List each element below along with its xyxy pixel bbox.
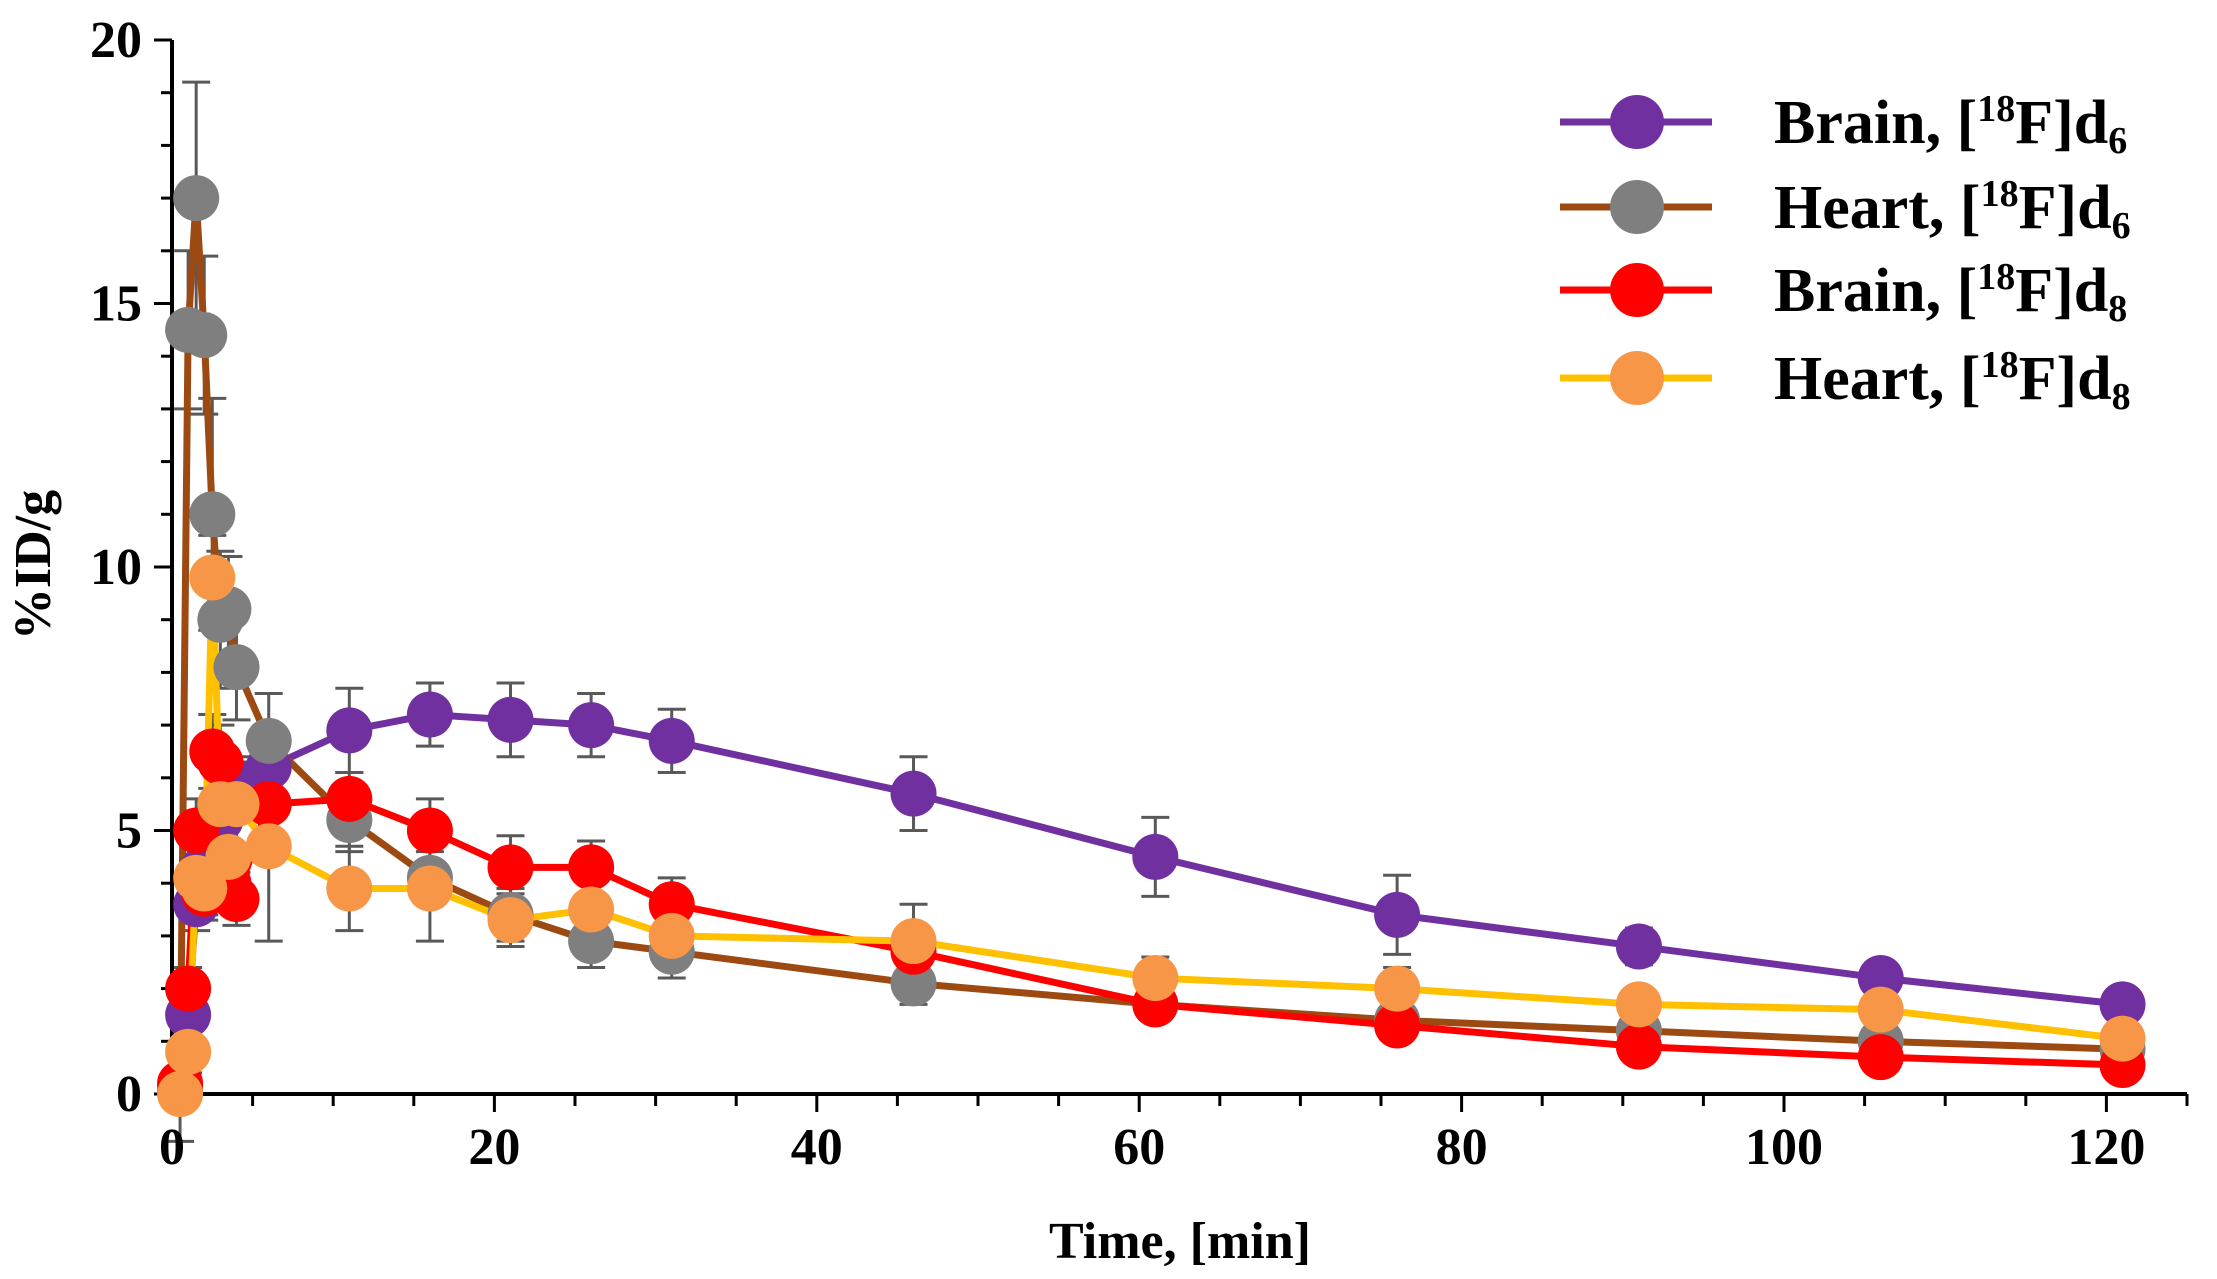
data-point xyxy=(1132,833,1179,880)
data-point xyxy=(406,865,453,912)
data-point xyxy=(213,781,260,828)
tick-labels: 0 20 40 60 80 100 120 0 5 10 15 20 xyxy=(90,12,2145,1176)
data-point xyxy=(157,1071,204,1117)
legend-item-0: Brain, [18F]d6 xyxy=(1560,88,2127,162)
y-tick-label: 5 xyxy=(116,803,142,860)
data-point xyxy=(648,912,695,959)
data-point xyxy=(245,823,292,870)
data-point xyxy=(648,717,695,764)
legend-item-1: Heart, [18F]d6 xyxy=(1560,173,2131,247)
legend-marker xyxy=(1610,263,1664,317)
data-point xyxy=(197,738,244,785)
data-point xyxy=(181,312,228,359)
data-point xyxy=(487,696,534,743)
legend-item-3: Heart, [18F]d8 xyxy=(1560,344,2131,418)
series-line-1 xyxy=(176,194,2123,1089)
data-point xyxy=(406,691,453,738)
y-axis-title: %ID/g xyxy=(5,490,62,640)
data-point xyxy=(406,807,453,854)
x-tick-label: 120 xyxy=(2067,1119,2145,1176)
legend-marker xyxy=(1610,95,1664,149)
x-tick-label: 20 xyxy=(468,1119,520,1176)
data-point xyxy=(173,175,220,222)
y-tick-label: 20 xyxy=(90,12,142,69)
axes xyxy=(154,38,2189,1112)
data-point xyxy=(213,644,260,691)
series-line-2 xyxy=(176,747,2123,1084)
legend-label: Brain, [18F]d6 xyxy=(1774,88,2127,162)
data-point xyxy=(326,775,373,822)
data-point xyxy=(487,897,534,944)
x-axis-title: Time, [min] xyxy=(1049,1213,1311,1270)
y-tick-label: 0 xyxy=(116,1066,142,1123)
legend-label: Heart, [18F]d6 xyxy=(1774,173,2131,247)
data-point xyxy=(568,702,615,749)
y-tick-label: 15 xyxy=(90,276,142,333)
data-point xyxy=(648,881,695,928)
data-point xyxy=(568,886,615,933)
data-point xyxy=(1374,965,1421,1012)
y-tick-label: 10 xyxy=(90,539,142,596)
data-point xyxy=(326,707,373,754)
data-point xyxy=(1857,955,1904,1002)
data-point xyxy=(165,1028,212,1075)
data-point xyxy=(1615,981,1662,1028)
data-point xyxy=(189,554,236,601)
data-point xyxy=(890,918,937,965)
data-point xyxy=(205,833,252,880)
data-point xyxy=(568,918,615,965)
data-point xyxy=(245,781,292,828)
data-point xyxy=(189,491,236,538)
data-point xyxy=(2099,981,2146,1028)
series-markers xyxy=(157,175,2146,1117)
x-tick-label: 100 xyxy=(1745,1119,1823,1176)
legend-label: Heart, [18F]d8 xyxy=(1774,344,2131,418)
legend-label: Brain, [18F]d8 xyxy=(1774,256,2127,330)
data-point xyxy=(245,717,292,764)
data-point xyxy=(326,865,373,912)
x-tick-label: 80 xyxy=(1436,1119,1488,1176)
legend-marker xyxy=(1610,351,1664,405)
data-point xyxy=(568,844,615,891)
legend-item-2: Brain, [18F]d8 xyxy=(1560,256,2127,330)
x-tick-label: 60 xyxy=(1113,1119,1165,1176)
data-point xyxy=(1857,1034,1904,1081)
data-point xyxy=(1374,891,1421,938)
data-point xyxy=(890,770,937,817)
legend-marker xyxy=(1610,180,1664,234)
data-point xyxy=(165,965,212,1012)
data-point xyxy=(487,844,534,891)
legend: Brain, [18F]d6 Heart, [18F]d6 Brain, [18F]… xyxy=(1560,88,2131,418)
data-point xyxy=(1132,955,1179,1002)
x-tick-label: 0 xyxy=(159,1119,185,1176)
data-point xyxy=(1374,1002,1421,1049)
data-point xyxy=(890,960,937,1007)
data-point xyxy=(1615,1023,1662,1070)
x-tick-label: 40 xyxy=(791,1119,843,1176)
data-point xyxy=(1857,986,1904,1033)
data-point xyxy=(181,865,228,912)
data-point xyxy=(1615,923,1662,970)
data-point xyxy=(2099,1015,2146,1062)
